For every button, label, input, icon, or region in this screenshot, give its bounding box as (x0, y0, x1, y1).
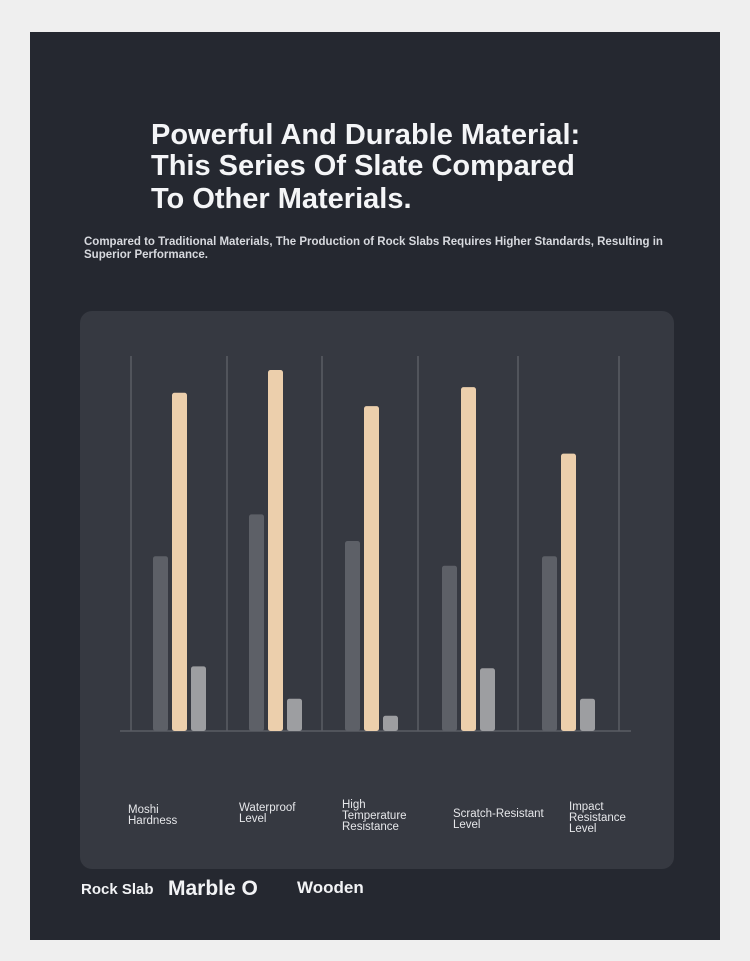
bar-rock-slab-2 (345, 541, 360, 731)
bar-marble-o-3 (461, 387, 476, 731)
bar-wooden-3 (480, 668, 495, 731)
legend-wooden: Wooden (297, 878, 364, 897)
bar-wooden-4 (580, 698, 595, 731)
title-line-2: This Series Of Slate Compared (151, 150, 575, 182)
category-label-waterproof-level: Waterproof Level (239, 802, 296, 825)
page-title: Powerful And Durable Material: This Seri… (151, 120, 671, 215)
legend-rock-slab: Rock Slab (81, 881, 154, 898)
bar-rock-slab-0 (153, 556, 168, 731)
bar-wooden-0 (191, 666, 206, 731)
page-subtitle: Compared to Traditional Materials, The P… (84, 236, 663, 261)
bar-marble-o-1 (268, 370, 283, 731)
bar-marble-o-0 (172, 392, 187, 731)
bar-rock-slab-4 (542, 556, 557, 731)
category-label-high-temperature-resistance: High Temperature Resistance (342, 799, 407, 833)
category-label-impact-resistance-level: Impact Resistance Level (569, 801, 626, 835)
bar-marble-o-2 (364, 406, 379, 731)
chart-card: Moshi Hardness Waterproof Level High Tem… (80, 311, 674, 869)
bar-marble-o-4 (561, 453, 576, 731)
category-label-scratch-resistant-level: Scratch-Resistant Level (453, 808, 544, 831)
bar-chart (120, 356, 631, 732)
title-line-3: To Other Materials. (151, 183, 412, 215)
bar-wooden-1 (287, 698, 302, 731)
category-label-moshi-hardness: Moshi Hardness (128, 804, 178, 827)
bar-wooden-2 (383, 715, 398, 731)
title-line-1: Powerful And Durable Material: (151, 119, 581, 151)
legend-marble: Marble O (168, 877, 258, 900)
bar-rock-slab-1 (249, 514, 264, 731)
bar-rock-slab-3 (442, 565, 457, 731)
